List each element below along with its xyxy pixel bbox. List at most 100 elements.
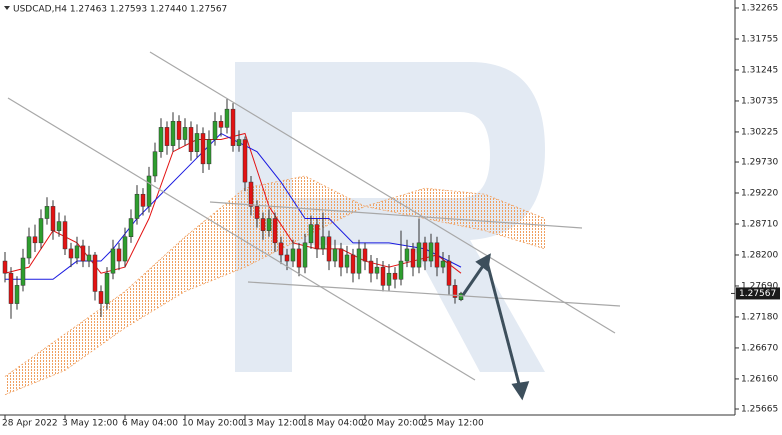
plot-area [2,98,546,396]
candle-body [434,242,440,268]
candle-body [326,236,332,262]
candle-body [68,248,74,259]
y-tick-label: 1.28710 [741,219,778,229]
candle-body [374,266,380,274]
y-tick-label: 1.30225 [741,127,778,137]
candle-body [308,224,314,244]
last-price-label: 1.27567 [739,289,776,299]
candle-body [92,254,98,292]
candle-body [380,266,386,286]
y-tick-label: 1.26670 [741,343,778,353]
candle-body [14,285,20,304]
y-tick-label: 1.29730 [741,158,778,168]
candle-body [296,248,302,268]
candle-body [182,127,188,140]
arrow [485,261,522,389]
x-tick-label: 10 May 20:00 [182,419,244,429]
y-tick-label: 1.28200 [741,250,778,260]
candle-body [446,260,452,286]
candle-body [38,218,44,244]
candle-body [428,242,434,262]
candle-body [356,248,362,274]
candle-body [44,206,50,219]
candle-body [272,218,278,244]
candle-body [116,248,122,262]
candle-body [344,254,350,268]
candle-body [140,193,146,207]
candle-body [170,121,176,146]
candle-body [440,260,446,268]
candle-body [290,248,296,262]
candle-body [188,127,194,152]
candle-body [266,218,272,231]
trend-line [149,51,616,334]
candle-body [410,248,416,268]
candle-body [260,218,266,231]
candle-body [362,248,368,262]
y-tick-label: 1.30735 [741,96,778,106]
arrow [461,262,487,296]
trend-line [209,201,583,229]
candle-body [62,221,68,250]
candle-body [458,293,464,301]
candle-body [74,245,80,259]
x-tick-label: 18 May 04:00 [302,419,364,429]
candle-body [128,218,134,238]
candle-body [98,291,104,304]
candle-body [176,121,182,140]
candle-body [332,248,338,262]
candle-body [416,242,422,268]
drawings [7,51,621,381]
menu-triangle[interactable] [4,6,10,10]
candle-body [368,260,374,274]
candle-body [104,272,110,304]
candle-body [248,181,254,207]
x-tick-label: 28 Apr 2022 [2,419,58,429]
trend-line [247,281,621,307]
x-tick-label: 25 May 12:00 [422,419,484,429]
candle-body [242,139,248,183]
candle-body [200,133,206,165]
y-tick-label: 1.26160 [741,374,778,384]
candle-body [80,245,86,262]
candle-body [392,272,398,280]
x-tick-label: 3 May 12:00 [62,419,118,429]
candle-body [230,108,236,146]
candle-body [302,242,308,268]
chart-title: USDCAD,H4 1.27463 1.27593 1.27440 1.2756… [13,5,227,15]
candle-body [8,272,14,304]
candle-body [314,224,320,250]
candle-body [284,254,290,262]
y-tick-label: 1.32265 [741,4,778,14]
candle-body [320,236,326,250]
candle-body [224,108,230,128]
candle-body [386,272,392,286]
candle-body [56,221,62,231]
candle-body [32,236,38,244]
candle-body [194,133,200,152]
candle-body [212,121,218,140]
y-tick-label: 1.29220 [741,189,778,199]
candle-body [338,248,344,268]
candle-body [422,242,428,262]
candle-body [86,254,92,262]
y-tick-label: 1.31245 [741,65,778,75]
candle-body [122,236,128,262]
candle-body [206,139,212,165]
y-tick-label: 1.27180 [741,312,778,322]
x-tick-label: 20 May 20:00 [362,419,424,429]
trend-line [7,97,476,381]
candle-body [350,254,356,274]
candle-body [152,151,158,177]
candle-body [164,127,170,146]
candle-body [134,193,140,219]
candle-body [218,121,224,128]
candle-body [158,127,164,152]
candle-body [2,260,8,274]
y-tick-label: 1.27690 [741,281,778,291]
cloud-edge [4,187,546,396]
x-tick-label: 6 May 04:00 [122,419,178,429]
watermark [235,62,545,372]
candle-body [452,285,458,298]
